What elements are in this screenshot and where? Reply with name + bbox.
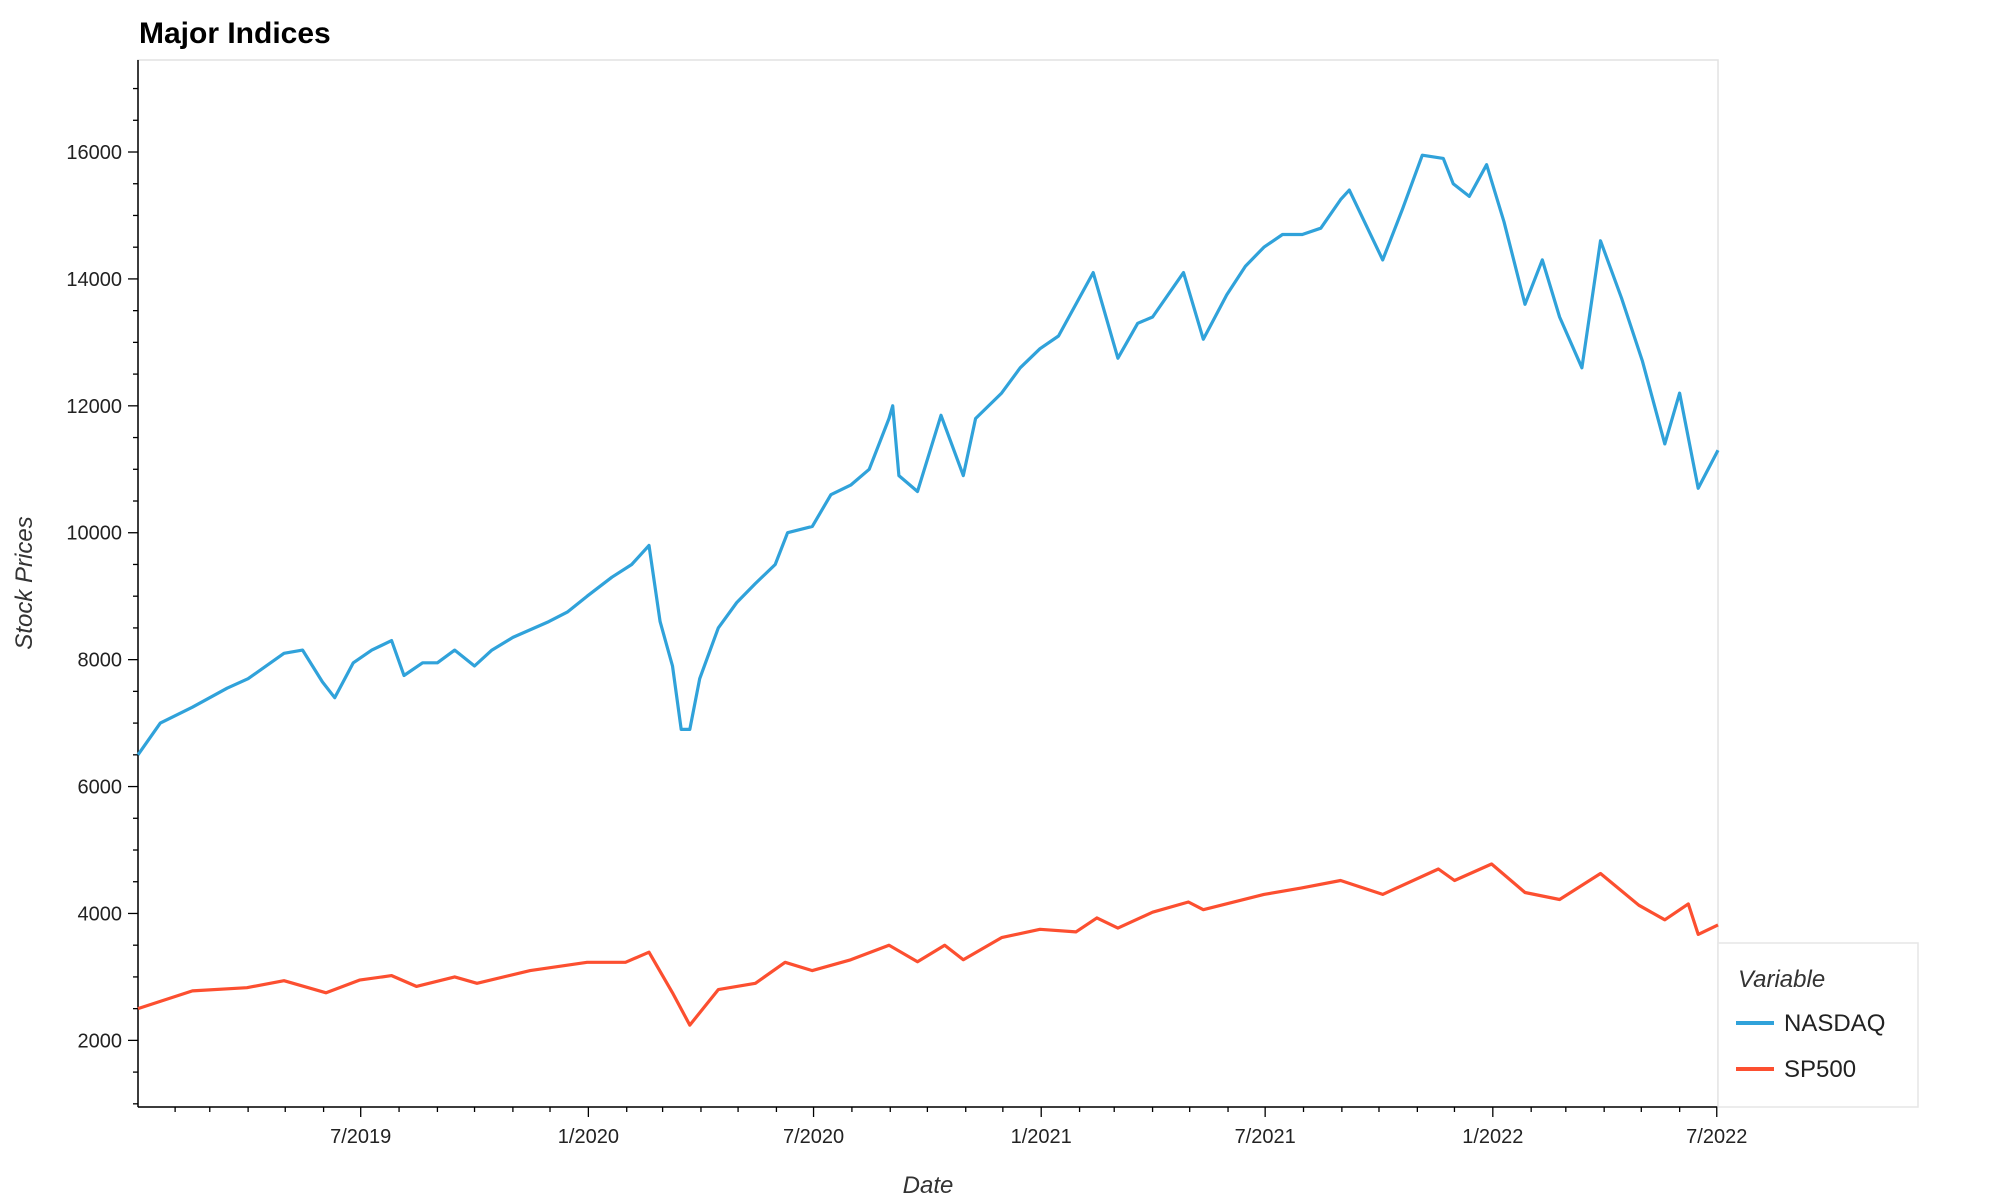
series-line-nasdaq [136, 153, 1720, 756]
legend-label-nasdaq: NASDAQ [1784, 1010, 1885, 1037]
y-tick-label: 6000 [78, 777, 123, 799]
y-axis-label: Stock Prices [11, 516, 38, 649]
y-tick-label: 14000 [66, 269, 122, 291]
y-tick-label: 4000 [78, 903, 123, 925]
chart-title: Major Indices [139, 17, 331, 50]
x-tick-label: 7/2022 [1686, 1126, 1747, 1148]
y-tick-label: 2000 [78, 1030, 123, 1052]
plot-area [137, 59, 1719, 1108]
y-tick-label: 16000 [66, 142, 122, 164]
x-tick-label: 1/2020 [558, 1126, 619, 1148]
x-axis-label: Date [903, 1172, 954, 1199]
y-tick-label: 12000 [66, 396, 122, 418]
x-tick-label: 1/2022 [1462, 1126, 1523, 1148]
legend-label-sp500: SP500 [1784, 1056, 1856, 1083]
x-tick-label: 7/2020 [783, 1126, 844, 1148]
y-tick-label: 10000 [66, 523, 122, 545]
y-axis: 2000 4000 6000 8000 10000 12000 14000 16000 [66, 60, 139, 1107]
series-layer [136, 153, 1720, 1027]
x-tick-label: 7/2021 [1235, 1126, 1296, 1148]
x-tick-label: 1/2021 [1011, 1126, 1072, 1148]
x-tick-label: 7/2019 [330, 1126, 391, 1148]
y-tick-label: 8000 [78, 650, 123, 672]
legend-title: Variable [1738, 966, 1825, 993]
series-line-sp500 [137, 862, 1719, 1027]
x-axis: 7/2019 1/2020 7/2020 1/2021 7/2021 1/2022 7/20… [138, 1106, 1747, 1148]
legend: Variable NASDAQ SP500 [1717, 942, 1919, 1108]
